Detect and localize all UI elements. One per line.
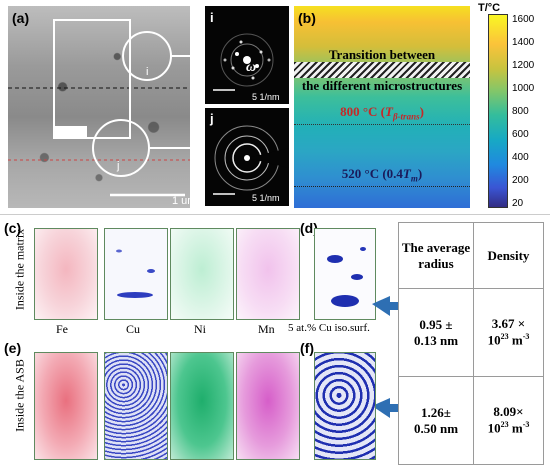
cell-density-asb: 8.09× 1023 m-3 [474,377,544,465]
cell-radius-asb: 1.26± 0.50 nm [399,377,474,465]
arrow-row1 [372,296,398,316]
asb-side-label: Inside the ASB [13,336,28,456]
apt-cu-isosurface-asb [314,352,376,460]
panel-f-label: (f) [300,340,314,356]
header-radius: The average radius [399,223,474,289]
cell-radius-matrix: 0.95 ±0.13 nm [399,289,474,377]
apt-ni-asb [170,352,234,460]
apt-mn-asb [236,352,300,460]
apt-fe-asb [34,352,98,460]
precipitate-table: The average radius Density 0.95 ±0.13 nm… [398,222,544,464]
apt-cu-asb [104,352,168,460]
header-density: Density [474,223,544,289]
cell-density-matrix: 3.67 × 1023 m-3 [474,289,544,377]
